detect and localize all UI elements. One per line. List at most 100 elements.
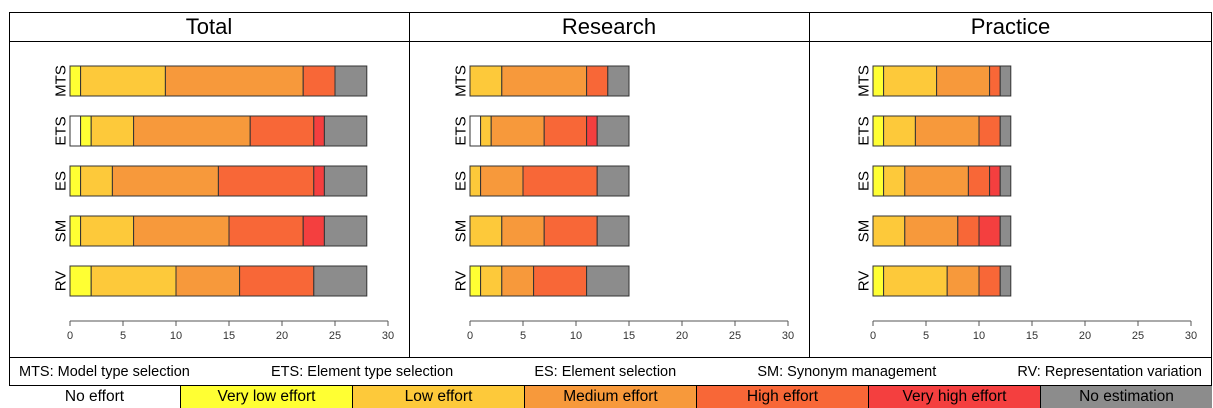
legend-item-low-effort: Low effort (353, 386, 525, 408)
bar-segment-practice-sm-5 (978, 215, 1001, 247)
bar-segment-total-sm-4 (228, 215, 304, 247)
legend: No effort Very low effort Low effort Med… (9, 386, 1212, 408)
category-label-practice-mts: MTS (856, 65, 873, 97)
x-tick-label-research-20: 20 (676, 330, 688, 342)
bar-segment-total-rv-2 (90, 265, 177, 297)
bar-segment-practice-rv-3 (946, 265, 980, 297)
panel-title-practice: Practice (809, 12, 1212, 42)
bar-segment-practice-rv-4 (978, 265, 1001, 297)
bar-segment-research-mts-4 (586, 65, 609, 97)
bar-segment-practice-ets-2 (883, 115, 916, 147)
bar-segment-practice-mts-1 (872, 65, 885, 97)
panel-separator (409, 12, 410, 357)
category-label-practice-rv: RV (856, 271, 873, 292)
bar-segment-practice-es-2 (883, 165, 906, 197)
category-label-total-mts: MTS (53, 65, 70, 97)
bar-segment-total-ets-2 (90, 115, 135, 147)
bar-segment-total-ets-0 (69, 115, 82, 147)
bar-segment-research-sm-3 (501, 215, 545, 247)
x-tick-label-total-5: 5 (120, 330, 126, 342)
bar-segment-total-es-6 (323, 165, 368, 197)
category-label-practice-sm: SM (856, 220, 873, 243)
x-tick-label-practice-30: 30 (1185, 330, 1197, 342)
chart-canvas: MTS ETS ES SM RV 0 5 10 15 20 25 30 MTS ETS ES SM RV 0 5 10… (53, 65, 1198, 342)
bar-segment-research-sm-4 (543, 215, 598, 247)
bar-segment-total-ets-5 (313, 115, 325, 147)
legend-item-high-effort: High effort (697, 386, 869, 408)
x-tick-label-practice-5: 5 (923, 330, 929, 342)
bar-segment-research-ets-0 (469, 115, 482, 147)
abbreviation-sm: SM: Synonym management (757, 363, 937, 380)
bar-segment-research-sm-2 (469, 215, 503, 247)
abbreviation-ets: ETS: Element type selection (271, 363, 454, 380)
x-tick-label-research-0: 0 (467, 330, 473, 342)
bar-segment-research-rv-4 (533, 265, 588, 297)
bar-segment-practice-es-6 (999, 165, 1012, 197)
bar-segment-total-sm-5 (302, 215, 325, 247)
bar-segment-practice-rv-1 (872, 265, 885, 297)
bar-segment-practice-es-5 (989, 165, 1001, 197)
bar-segment-total-mts-4 (302, 65, 336, 97)
category-label-total-rv: RV (53, 271, 70, 292)
x-tick-label-practice-0: 0 (870, 330, 876, 342)
bar-segment-research-mts-3 (501, 65, 588, 97)
bar-segment-research-rv-3 (501, 265, 535, 297)
bar-segment-practice-es-1 (872, 165, 885, 197)
category-label-research-ets: ETS (453, 116, 470, 145)
x-tick-label-research-15: 15 (623, 330, 635, 342)
category-label-research-sm: SM (453, 220, 470, 243)
legend-item-no-effort: No effort (9, 386, 181, 408)
x-tick-label-total-25: 25 (329, 330, 341, 342)
bar-segment-research-sm-6 (596, 215, 630, 247)
bar-segment-research-rv-2 (480, 265, 503, 297)
bar-segment-research-ets-5 (586, 115, 598, 147)
bar-segment-total-es-5 (313, 165, 325, 197)
bar-segment-total-ets-3 (133, 115, 251, 147)
x-tick-label-total-0: 0 (67, 330, 73, 342)
bar-segment-practice-sm-3 (904, 215, 959, 247)
x-tick-label-research-30: 30 (782, 330, 794, 342)
x-tick-label-practice-20: 20 (1079, 330, 1091, 342)
bar-segment-practice-rv-2 (883, 265, 948, 297)
x-tick-label-total-15: 15 (223, 330, 235, 342)
bar-segment-practice-mts-4 (989, 65, 1001, 97)
abbreviation-key: MTS: Model type selection ETS: Element t… (9, 357, 1212, 386)
bar-segment-research-mts-6 (607, 65, 630, 97)
x-tick-label-practice-10: 10 (973, 330, 985, 342)
legend-item-very-high-effort: Very high effort (869, 386, 1041, 408)
bar-segment-practice-es-3 (904, 165, 969, 197)
bar-segment-total-es-2 (80, 165, 113, 197)
bar-segment-research-ets-4 (543, 115, 588, 147)
bar-segment-practice-ets-1 (872, 115, 885, 147)
bar-segment-research-ets-3 (490, 115, 545, 147)
bar-segment-research-es-4 (522, 165, 598, 197)
bar-segment-total-mts-1 (69, 65, 82, 97)
category-label-total-ets: ETS (53, 116, 70, 145)
bar-segment-practice-mts-2 (883, 65, 938, 97)
x-tick-label-total-30: 30 (382, 330, 394, 342)
x-tick-label-total-10: 10 (170, 330, 182, 342)
bar-segment-practice-sm-6 (999, 215, 1012, 247)
bar-segment-total-sm-6 (323, 215, 368, 247)
category-label-practice-es: ES (856, 171, 873, 191)
legend-item-no-estimation: No estimation (1041, 386, 1212, 408)
bar-segment-total-ets-6 (323, 115, 368, 147)
bar-segment-practice-es-4 (967, 165, 991, 197)
bar-segment-research-es-6 (596, 165, 630, 197)
category-label-research-es: ES (453, 171, 470, 191)
bar-segment-research-rv-1 (469, 265, 482, 297)
x-tick-label-research-25: 25 (729, 330, 741, 342)
bar-segment-research-ets-6 (596, 115, 630, 147)
bar-segment-total-ets-1 (80, 115, 92, 147)
category-label-practice-ets: ETS (856, 116, 873, 145)
panel-separator (809, 12, 810, 357)
bar-segment-total-es-3 (111, 165, 219, 197)
panel-title-research: Research (409, 12, 809, 42)
legend-item-medium-effort: Medium effort (525, 386, 697, 408)
x-tick-label-practice-15: 15 (1026, 330, 1038, 342)
abbreviation-rv: RV: Representation variation (1017, 363, 1202, 380)
bar-segment-practice-ets-3 (914, 115, 980, 147)
bar-segment-practice-ets-6 (999, 115, 1012, 147)
bar-segment-total-mts-6 (334, 65, 368, 97)
